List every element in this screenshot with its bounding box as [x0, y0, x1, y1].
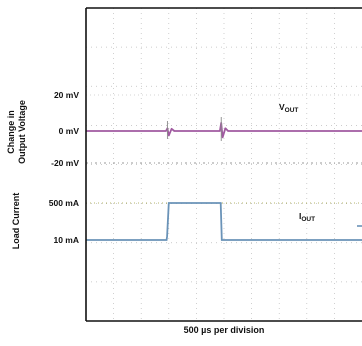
- y-axis-title-voltage-line: Output Voltage: [17, 100, 27, 164]
- y-axis-title-voltage-line: Change in: [6, 110, 16, 154]
- y-axis-title-current-line: Load Current: [11, 193, 21, 250]
- series-label-vout: VOUT: [279, 102, 298, 114]
- series-label-iout: IOUT: [299, 211, 315, 223]
- plot-area-background: [86, 8, 362, 321]
- series-label-subscript: OUT: [301, 216, 315, 223]
- series-traces: [86, 117, 362, 241]
- reference-lines: [86, 94, 362, 204]
- tick-label: 10 mA: [53, 235, 79, 245]
- y-axis-title-voltage: Change inOutput Voltage: [6, 100, 27, 164]
- x-axis-label: 500 µs per division: [184, 325, 265, 335]
- tick-label: 20 mV: [54, 90, 79, 100]
- tick-label: -20 mV: [51, 158, 79, 168]
- series-label-base: I: [299, 211, 301, 221]
- tick-label: 0 mV: [59, 126, 80, 136]
- tick-label: 500 mA: [49, 198, 79, 208]
- series-label-base: V: [279, 102, 285, 112]
- series-label-subscript: OUT: [285, 107, 299, 114]
- y-axis-title-current: Load Current: [11, 193, 21, 250]
- grid: [86, 8, 362, 321]
- series-iout-line: [86, 202, 362, 241]
